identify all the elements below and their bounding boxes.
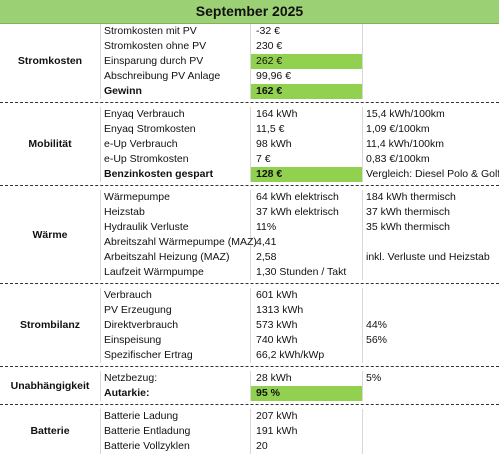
section-label: Strombilanz [19, 319, 81, 331]
row-label: PV Erzeugung [104, 304, 172, 316]
column-line [100, 107, 101, 182]
row-label: Verbrauch [104, 289, 152, 301]
column-line [250, 371, 251, 401]
row-label: Direktverbrauch [104, 319, 179, 331]
row-value: 4,41 [256, 236, 277, 248]
column-line [362, 24, 363, 99]
row-value: 262 € [251, 54, 362, 69]
section-label: Batterie [30, 425, 70, 437]
row-value: 11% [256, 221, 277, 233]
row-label: Benzinkosten gespart [104, 168, 214, 180]
row-value: 20 [256, 440, 268, 452]
row-value: 1,30 Stunden / Takt [256, 266, 347, 278]
row-extra: 5% [366, 372, 382, 384]
column-line [100, 288, 101, 363]
title: September 2025 [0, 0, 499, 24]
row-value: 99,96 € [256, 70, 292, 82]
row-value: 128 € [251, 167, 362, 182]
row-label: Einsparung durch PV [104, 55, 204, 67]
row-label: Heizstab [104, 206, 145, 218]
column-line [362, 288, 363, 363]
row-value: -32 € [256, 25, 280, 37]
row-value: 573 kWh [256, 319, 298, 331]
row-value: 230 € [256, 40, 283, 52]
section-divider [0, 404, 499, 405]
column-line [100, 24, 101, 99]
row-label: Stromkosten mit PV [104, 25, 197, 37]
column-line [362, 409, 363, 454]
row-value: 2,58 [256, 251, 277, 263]
row-value: 1313 kWh [256, 304, 304, 316]
row-value: 162 € [251, 84, 362, 99]
row-extra: Vergleich: Diesel Polo & Golf [366, 168, 499, 180]
row-extra: 184 kWh thermisch [366, 191, 456, 203]
row-value: 7 € [256, 153, 271, 165]
row-extra: inkl. Verluste und Heizstab [366, 251, 490, 263]
row-label: e-Up Verbrauch [104, 138, 178, 150]
row-value: 740 kWh [256, 334, 298, 346]
row-extra: 44% [366, 319, 388, 331]
column-line [100, 190, 101, 280]
section-label: Mobilität [28, 138, 72, 150]
section-divider [0, 185, 499, 186]
row-value: 37 kWh elektrisch [256, 206, 339, 218]
row-value: 207 kWh [256, 410, 298, 422]
section-divider [0, 366, 499, 367]
column-line [250, 409, 251, 454]
row-value: 64 kWh elektrisch [256, 191, 339, 203]
row-label: Arbeitszahl Heizung (MAZ) [104, 251, 230, 263]
section-divider [0, 283, 499, 284]
row-value: 11,5 € [256, 123, 285, 135]
row-extra: 56% [366, 334, 388, 346]
row-label: Batterie Entladung [104, 425, 191, 437]
row-label: Batterie Vollzyklen [104, 440, 190, 452]
row-label: Laufzeit Wärmpumpe [104, 266, 204, 278]
row-extra: 11,4 kWh/100km [366, 138, 445, 150]
row-label: e-Up Stromkosten [104, 153, 189, 165]
column-line [250, 190, 251, 280]
row-value: 98 kWh [256, 138, 292, 150]
column-line [250, 288, 251, 363]
column-line [362, 107, 363, 182]
row-label: Einspeisung [104, 334, 162, 346]
row-value: 601 kWh [256, 289, 298, 301]
row-label: Abreitszahl Wärmepumpe (MAZ) [104, 236, 257, 248]
row-label: Gewinn [104, 85, 142, 97]
row-label: Enyaq Stromkosten [104, 123, 196, 135]
row-extra: 37 kWh thermisch [366, 206, 451, 218]
row-label: Batterie Ladung [104, 410, 179, 422]
column-line [250, 107, 251, 182]
column-line [362, 371, 363, 401]
row-label: Hydraulik Verluste [104, 221, 189, 233]
section-label: Unabhängigkeit [10, 379, 90, 392]
row-label: Stromkosten ohne PV [104, 40, 207, 52]
row-label: Spezifischer Ertrag [104, 349, 193, 361]
row-value: 28 kWh [256, 372, 292, 384]
row-extra: 35 kWh thermisch [366, 221, 451, 233]
row-label: Abschreibung PV Anlage [104, 70, 221, 82]
row-value: 164 kWh [256, 108, 298, 120]
row-label: Enyaq Verbrauch [104, 108, 185, 120]
section-label: Stromkosten [17, 55, 83, 67]
row-value: 191 kWh [256, 425, 298, 437]
section-label: Wärme [32, 228, 68, 241]
row-label: Netzbezug: [104, 372, 158, 384]
row-extra: 1,09 €/100km [366, 123, 430, 135]
column-line [362, 190, 363, 280]
row-label: Wärmepumpe [104, 191, 170, 203]
row-extra: 15,4 kWh/100km [366, 108, 445, 120]
row-extra: 0,83 €/100km [366, 153, 430, 165]
row-value: 66,2 kWh/kWp [256, 349, 325, 361]
row-label: Autarkie: [104, 387, 150, 399]
column-line [250, 24, 251, 99]
column-line [100, 409, 101, 454]
column-line [100, 371, 101, 401]
section-divider [0, 102, 499, 103]
row-value: 95 % [251, 386, 362, 401]
